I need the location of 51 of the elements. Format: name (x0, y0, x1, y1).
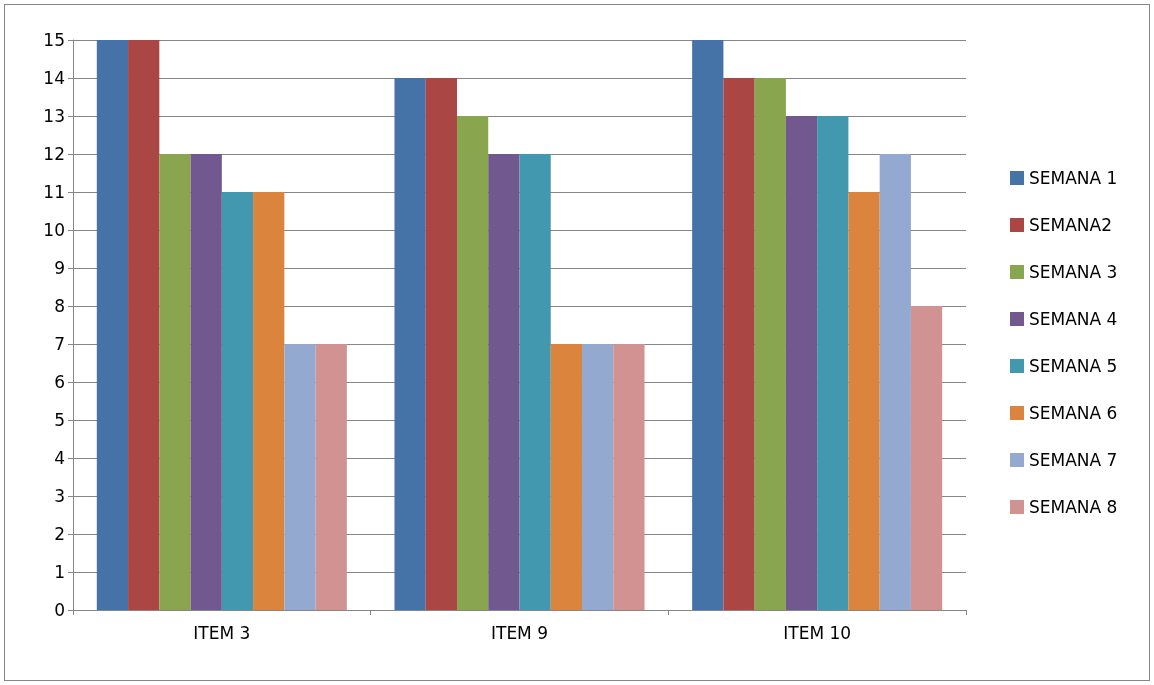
legend-label: SEMANA 7 (1029, 450, 1118, 470)
bar (315, 344, 347, 610)
legend-label: SEMANA 1 (1029, 168, 1118, 188)
y-tick-label: 8 (54, 296, 65, 316)
bar (253, 192, 285, 610)
legend-label: SEMANA 6 (1029, 403, 1118, 423)
y-tick-label: 6 (54, 372, 65, 392)
bar (692, 40, 724, 610)
bar (582, 344, 614, 610)
y-tick-label: 0 (54, 600, 65, 620)
bar (785, 116, 818, 610)
x-tick-label: ITEM 9 (490, 622, 549, 643)
y-tick-label: 15 (43, 30, 65, 50)
y-tick-label: 3 (54, 486, 65, 506)
bar (910, 306, 943, 610)
bar (284, 344, 316, 610)
bar (128, 40, 160, 610)
bar (754, 78, 786, 610)
y-tick-label: 14 (43, 68, 65, 88)
y-tick-label: 11 (43, 182, 65, 202)
bar (159, 154, 191, 610)
y-tick-label: 4 (54, 448, 65, 468)
legend-label: SEMANA 3 (1029, 262, 1118, 282)
y-tick-label: 10 (43, 220, 65, 240)
legend-label: SEMANA 4 (1029, 309, 1118, 329)
y-tick-label: 7 (54, 334, 65, 354)
y-tick-label: 2 (54, 524, 65, 544)
bar (96, 40, 129, 610)
x-tick-label: ITEM 3 (193, 622, 251, 643)
legend-label: SEMANA 5 (1029, 356, 1118, 376)
bar (488, 154, 520, 610)
bar (723, 78, 755, 610)
bar (848, 192, 880, 610)
legend-label: SEMANA2 (1029, 215, 1112, 235)
y-tick-label: 1 (54, 562, 65, 582)
y-tick-label: 9 (54, 258, 65, 278)
y-tick-label: 5 (54, 410, 65, 430)
legend-label: SEMANA 8 (1029, 497, 1118, 517)
bar (550, 344, 583, 610)
bar (879, 154, 911, 610)
bar (394, 78, 426, 610)
y-tick-label: 12 (43, 144, 65, 164)
bar (456, 116, 489, 610)
bar (817, 116, 849, 610)
bar (425, 78, 457, 610)
bar (190, 154, 222, 610)
bar (613, 344, 645, 610)
x-tick-label: ITEM 10 (783, 622, 852, 643)
bar (221, 192, 254, 610)
y-tick-label: 13 (43, 106, 65, 126)
bar (519, 154, 551, 610)
